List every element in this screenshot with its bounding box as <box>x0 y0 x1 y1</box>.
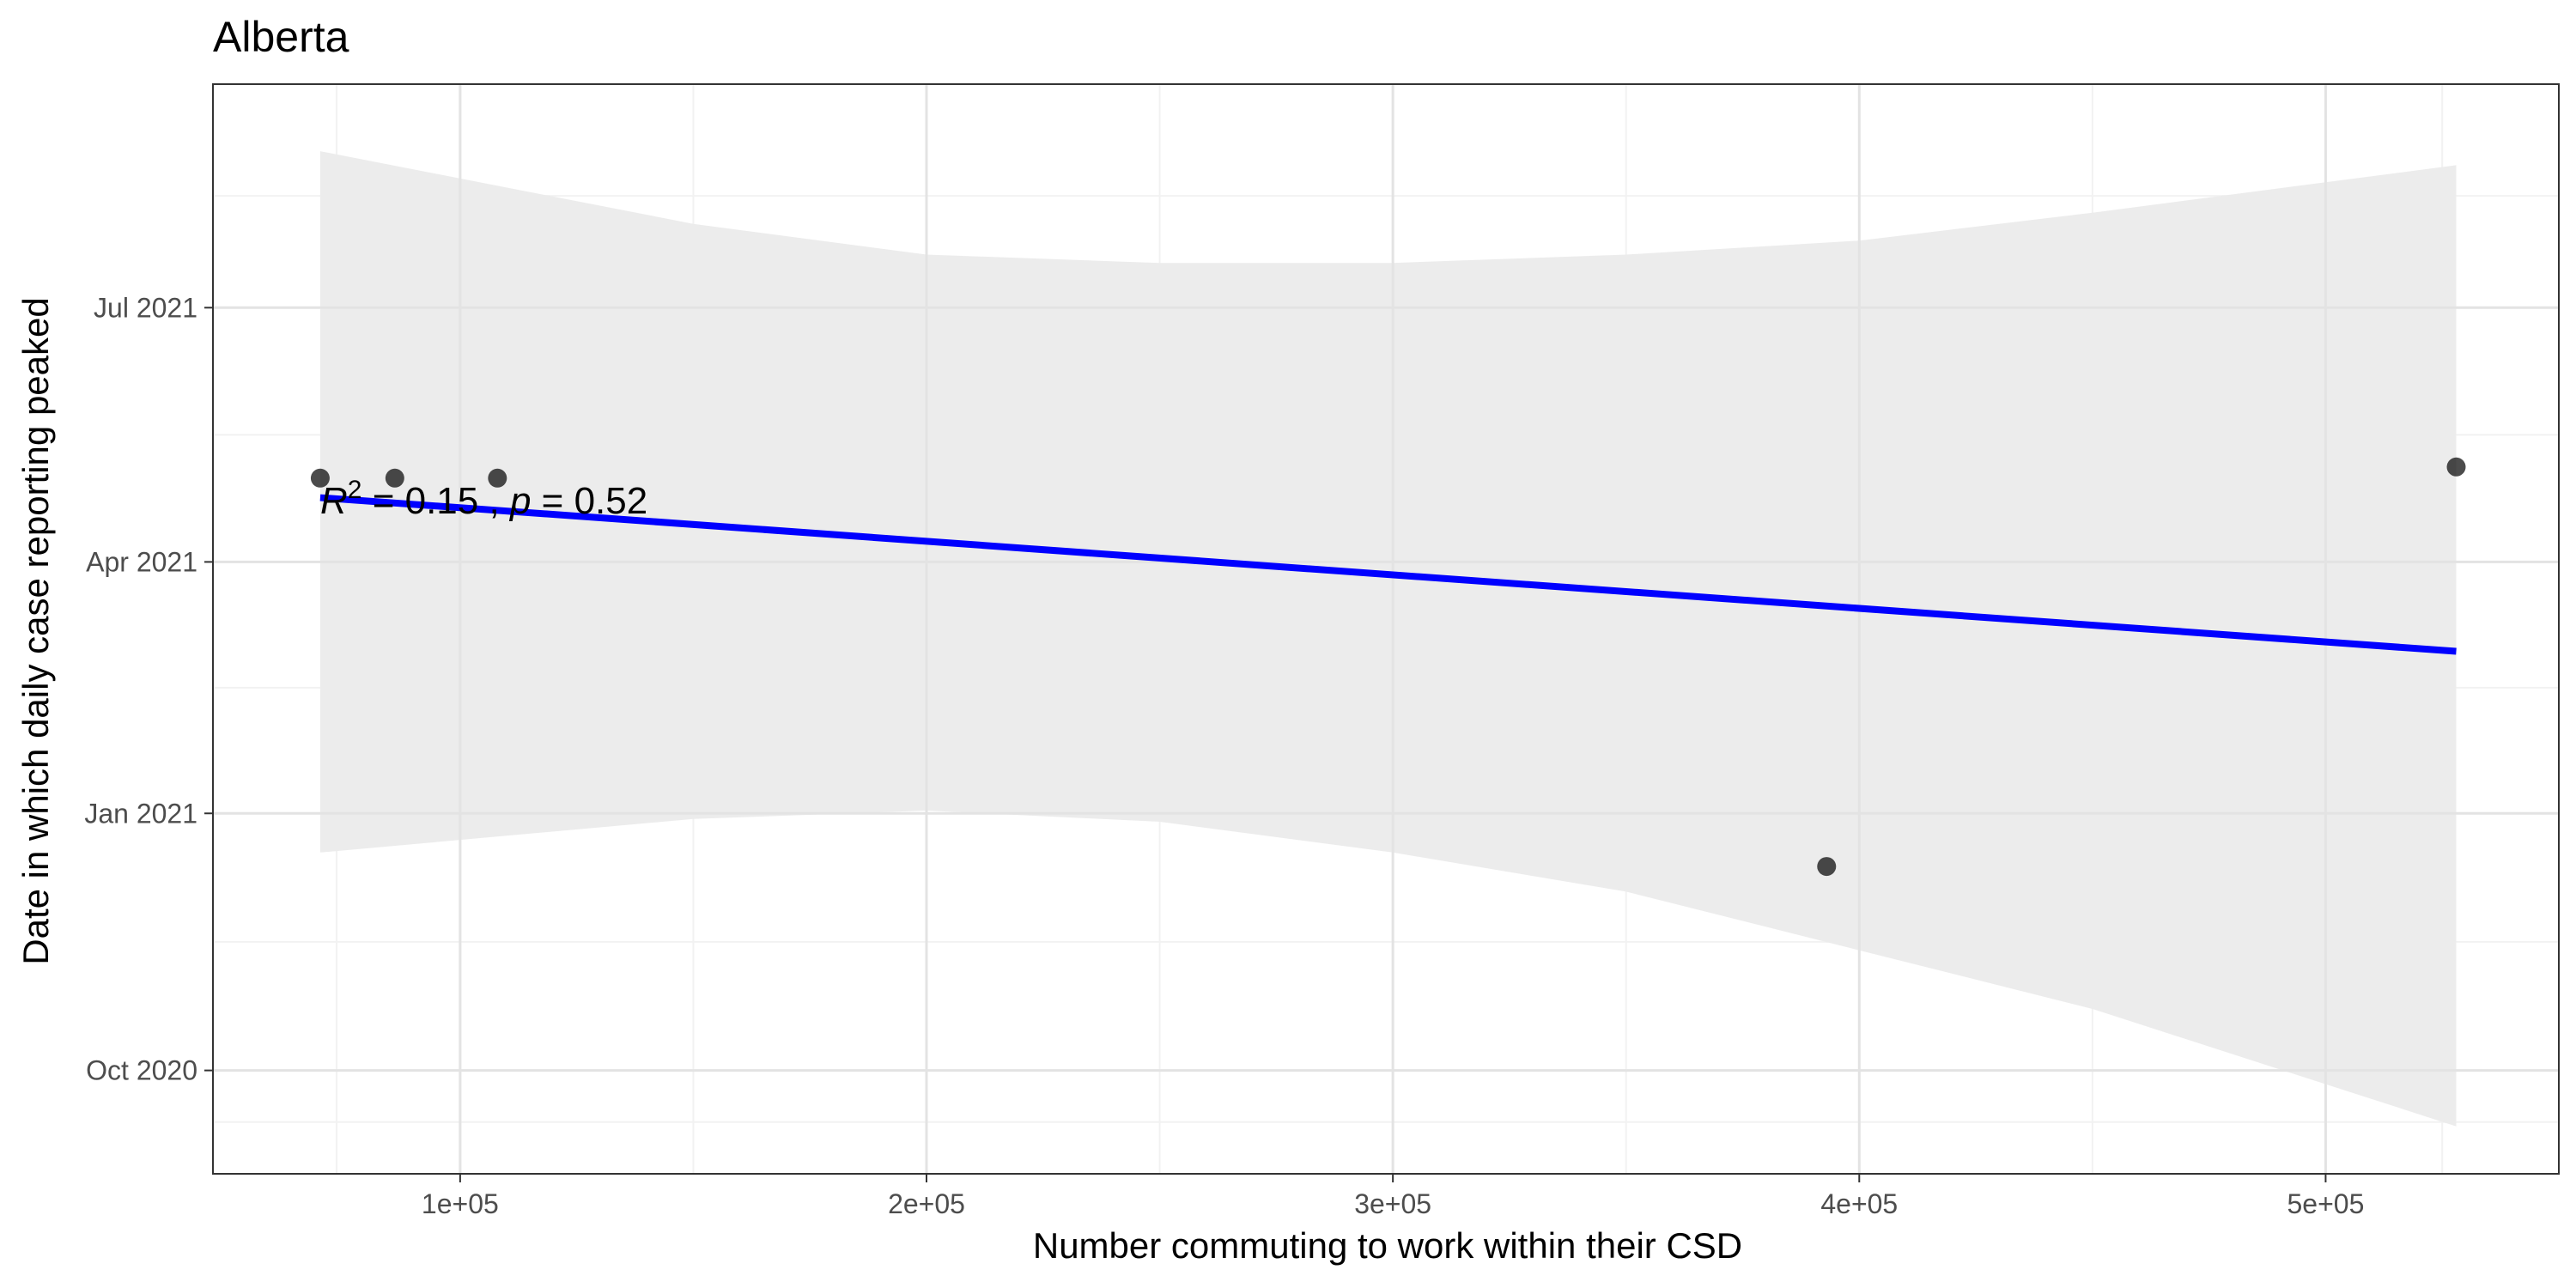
trend-line-layer <box>319 494 2457 655</box>
data-point <box>2446 457 2466 477</box>
y-tick-label: Oct 2020 <box>86 1055 197 1086</box>
data-point <box>1817 857 1837 877</box>
panel-border-layer <box>212 83 2560 1175</box>
data-point <box>310 468 330 488</box>
x-axis-ticks: 1e+05 2e+05 3e+05 4e+05 5e+05 <box>422 1174 2364 1219</box>
x-tick-label: 4e+05 <box>1820 1188 1898 1219</box>
y-tick-label: Apr 2021 <box>86 546 197 577</box>
data-points <box>310 457 2466 877</box>
chart-title: Alberta <box>213 13 349 61</box>
y-axis-title: Date in which daily case reporting peake… <box>15 297 56 964</box>
y-axis-ticks: Oct 2020 Jan 2021 Apr 2021 Jul 2021 <box>84 292 213 1086</box>
x-tick-label: 2e+05 <box>888 1188 965 1219</box>
data-point <box>488 468 507 488</box>
confidence-band-layer <box>319 151 2457 1127</box>
y-tick-label: Jan 2021 <box>84 798 197 829</box>
panel-border <box>212 83 2560 1175</box>
confidence-band <box>319 151 2457 1127</box>
x-tick-label: 5e+05 <box>2287 1188 2364 1219</box>
x-axis-title: Number commuting to work within their CS… <box>1033 1225 1742 1266</box>
data-point <box>385 468 404 488</box>
x-tick-label: 3e+05 <box>1354 1188 1431 1219</box>
major-gridlines <box>213 84 2559 1174</box>
x-tick-label: 1e+05 <box>422 1188 499 1219</box>
regression-line <box>319 494 2457 655</box>
regression-annotation: R2 = 0.15 , p = 0.52 <box>320 476 647 522</box>
y-tick-label: Jul 2021 <box>94 292 197 323</box>
